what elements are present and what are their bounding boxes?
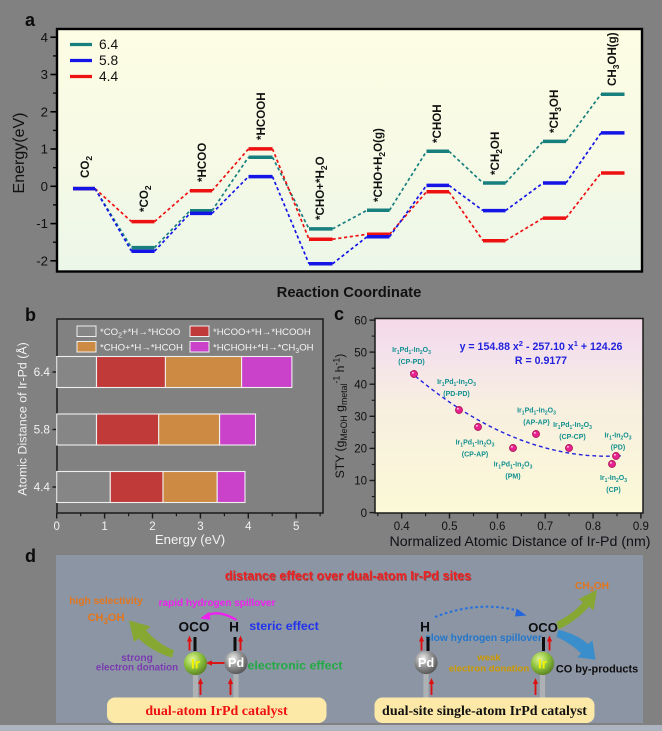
svg-text:5.8: 5.8	[34, 423, 51, 437]
svg-text:*CO2: *CO2	[138, 185, 153, 212]
svg-text:Ir1Pd1-In2O3: Ir1Pd1-In2O3	[437, 379, 476, 388]
svg-text:electron donation: electron donation	[449, 664, 530, 675]
svg-text:20: 20	[354, 444, 367, 456]
svg-text:40: 40	[354, 379, 367, 391]
svg-text:Energy(eV): Energy(eV)	[11, 113, 28, 194]
svg-text:Reaction Coordinate: Reaction Coordinate	[277, 285, 422, 301]
svg-text:*CH2OH: *CH2OH	[489, 132, 504, 175]
svg-text:CH3OH: CH3OH	[575, 581, 609, 594]
svg-text:10: 10	[354, 476, 367, 488]
svg-text:2: 2	[41, 104, 48, 119]
svg-text:Pd: Pd	[418, 655, 434, 670]
svg-text:*CHO+*H→*HCOH: *CHO+*H→*HCOH	[100, 343, 183, 354]
svg-text:6.4: 6.4	[34, 365, 51, 379]
svg-text:*CO2+*H→*HCOO: *CO2+*H→*HCOO	[100, 327, 180, 339]
svg-text:OCO: OCO	[179, 620, 210, 635]
svg-text:3: 3	[197, 521, 203, 533]
svg-text:Atomic Distance of Ir-Pd (Å): Atomic Distance of Ir-Pd (Å)	[15, 342, 30, 496]
svg-text:4.4: 4.4	[34, 480, 51, 494]
svg-text:2: 2	[149, 521, 155, 533]
svg-text:distance effect over dual-atom: distance effect over dual-atom Ir-Pd sit…	[226, 570, 472, 584]
svg-text:high selectivity: high selectivity	[69, 596, 143, 607]
svg-text:0.8: 0.8	[585, 521, 601, 533]
svg-text:*HCOO+*H→*HCOOH: *HCOO+*H→*HCOOH	[213, 327, 311, 338]
svg-text:CO by-products: CO by-products	[556, 664, 638, 676]
svg-text:Ir1Pd1-In2O3: Ir1Pd1-In2O3	[553, 422, 592, 431]
svg-text:steric effect: steric effect	[249, 619, 319, 633]
svg-text:0.4: 0.4	[394, 521, 411, 533]
svg-text:*CHO+H2O(g): *CHO+H2O(g)	[372, 128, 387, 202]
svg-text:CH3OH(g): CH3OH(g)	[606, 32, 621, 86]
svg-text:distance effect over dual-atom: distance effect over dual-atom Ir-Pd sit…	[225, 569, 471, 583]
svg-text:CO2: CO2	[79, 156, 94, 178]
svg-text:*HCHOH+*H→*CH3OH: *HCHOH+*H→*CH3OH	[213, 343, 314, 355]
svg-text:a: a	[25, 10, 36, 30]
svg-text:*CHO+*H2O: *CHO+*H2O	[314, 156, 329, 220]
svg-text:(CP-PD): (CP-PD)	[398, 359, 424, 366]
svg-text:H: H	[229, 620, 239, 635]
svg-text:(PM): (PM)	[505, 474, 520, 481]
svg-text:1: 1	[41, 142, 48, 157]
svg-text:1: 1	[101, 521, 107, 533]
svg-text:b: b	[25, 305, 36, 325]
svg-text:Ir1Pd1-In2O3: Ir1Pd1-In2O3	[517, 408, 556, 417]
svg-text:electron donation: electron donation	[96, 663, 178, 674]
svg-text:4: 4	[41, 30, 48, 45]
svg-text:electronic effect: electronic effect	[247, 659, 342, 673]
svg-text:y = 154.88 x2 - 257.10 x1 + 12: y = 154.88 x2 - 257.10 x1 + 124.26	[460, 339, 623, 353]
svg-text:c: c	[334, 304, 344, 324]
svg-text:CH3OH: CH3OH	[88, 612, 125, 626]
svg-text:H: H	[420, 620, 430, 635]
svg-text:30: 30	[354, 412, 367, 424]
svg-text:dual-atom IrPd catalyst: dual-atom IrPd catalyst	[145, 704, 288, 719]
svg-text:0.6: 0.6	[489, 521, 505, 533]
svg-text:-1: -1	[36, 216, 48, 231]
svg-text:0.7: 0.7	[537, 521, 553, 533]
svg-text:(CP-AP): (CP-AP)	[462, 452, 488, 459]
svg-text:Ir1Pd1-In2O3: Ir1Pd1-In2O3	[494, 462, 533, 471]
svg-text:5: 5	[293, 521, 299, 533]
svg-text:STY (gMeOH gmetal-1 h-1): STY (gMeOH gmetal-1 h-1)	[331, 354, 349, 479]
svg-text:dual-site single-atom IrPd cat: dual-site single-atom IrPd catalyst	[382, 704, 587, 719]
svg-text:strong: strong	[121, 653, 153, 664]
svg-text:Ir1-In2O3: Ir1-In2O3	[600, 475, 627, 484]
svg-text:*HCOO: *HCOO	[196, 143, 209, 182]
svg-text:(CP-CP): (CP-CP)	[559, 434, 585, 441]
svg-text:5.8: 5.8	[99, 53, 119, 68]
svg-text:0: 0	[41, 179, 48, 194]
svg-text:*CH3OH: *CH3OH	[548, 90, 563, 133]
svg-text:4.4: 4.4	[99, 69, 119, 84]
svg-text:0: 0	[361, 508, 367, 520]
svg-text:0: 0	[53, 521, 59, 533]
svg-text:*CHOH: *CHOH	[431, 104, 444, 143]
svg-text:(AP-AP): (AP-AP)	[523, 420, 549, 427]
svg-text:60: 60	[354, 315, 367, 327]
svg-text:Ir: Ir	[538, 657, 548, 672]
svg-text:Ir1Pd1-In2O3: Ir1Pd1-In2O3	[392, 347, 431, 356]
svg-text:R = 0.9177: R = 0.9177	[515, 355, 567, 367]
svg-text:*HCOOH: *HCOOH	[255, 92, 268, 140]
svg-text:(PD): (PD)	[611, 445, 625, 452]
svg-text:4: 4	[245, 521, 252, 533]
svg-text:50: 50	[354, 347, 367, 359]
svg-text:rapid hydrogen spillover: rapid hydrogen spillover	[159, 598, 276, 609]
svg-text:6.4: 6.4	[99, 37, 119, 52]
svg-text:weak: weak	[476, 653, 501, 664]
svg-text:(CP): (CP)	[606, 487, 620, 494]
svg-text:Energy (eV): Energy (eV)	[155, 532, 225, 547]
svg-text:Ir1Pd1-In2O3: Ir1Pd1-In2O3	[456, 440, 495, 449]
svg-text:0.5: 0.5	[442, 521, 458, 533]
svg-text:OCO: OCO	[528, 620, 558, 635]
svg-text:Ir: Ir	[191, 657, 201, 672]
svg-text:d: d	[25, 546, 36, 566]
svg-text:(PD-PD): (PD-PD)	[443, 391, 469, 398]
svg-text:Ir1-In2O3: Ir1-In2O3	[604, 433, 631, 442]
svg-text:-2: -2	[36, 253, 48, 268]
svg-text:0.9: 0.9	[633, 521, 649, 533]
svg-text:3: 3	[41, 67, 48, 82]
svg-text:Pd: Pd	[228, 655, 244, 670]
svg-text:slow hydrogen spillover: slow hydrogen spillover	[425, 633, 542, 644]
svg-text:Normalized Atomic Distance of: Normalized Atomic Distance of Ir-Pd (nm)	[390, 534, 651, 550]
